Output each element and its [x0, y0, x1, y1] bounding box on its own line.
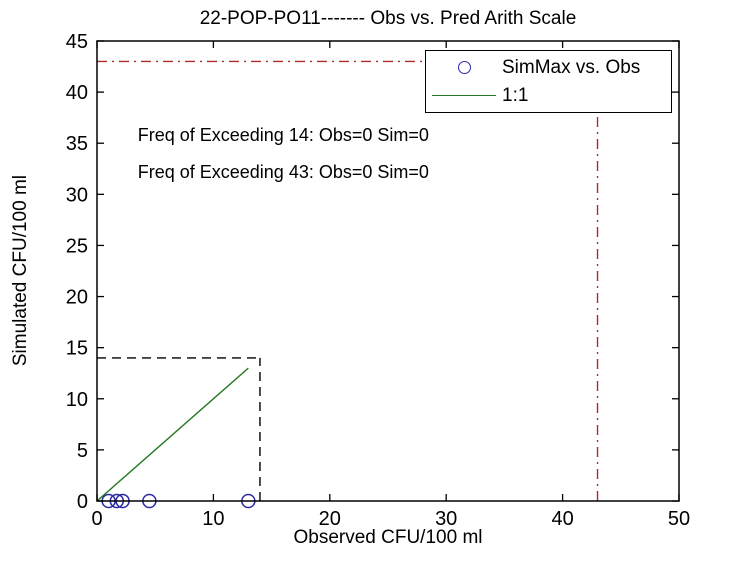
- legend: SimMax vs. Obs 1:1: [425, 50, 672, 113]
- legend-circle-marker-icon: [457, 61, 471, 74]
- x-tick-label: 10: [202, 508, 224, 530]
- y-tick-label: 25: [66, 235, 88, 257]
- one-to-one-line: [96, 367, 249, 502]
- y-tick-label: 15: [66, 338, 88, 360]
- y-tick-label: 10: [66, 389, 88, 411]
- y-axis-label: Simulated CFU/100 ml: [10, 175, 31, 367]
- annotation-freq-14: Freq of Exceeding 14: Obs=0 Sim=0: [138, 125, 429, 145]
- legend-item-label: SimMax vs. Obs: [502, 56, 641, 78]
- y-tick-label: 35: [66, 133, 88, 155]
- legend-marker-cell: [426, 61, 502, 74]
- legend-line-marker-icon: [432, 95, 496, 96]
- legend-item-simmax-vs-obs: SimMax vs. Obs: [426, 54, 671, 82]
- y-axis-label-column: Simulated CFU/100 ml: [8, 41, 34, 501]
- x-tick-label: 50: [668, 508, 690, 530]
- legend-marker-cell: [426, 95, 502, 96]
- legend-item-one-to-one: 1:1: [426, 82, 671, 110]
- x-tick-label: 20: [319, 508, 341, 530]
- annotation-freq-43: Freq of Exceeding 43: Obs=0 Sim=0: [138, 162, 429, 182]
- x-axis-label: Observed CFU/100 ml: [293, 527, 483, 548]
- y-tick-label: 5: [77, 440, 88, 462]
- plot-title: 22-POP-PO11------- Obs vs. Pred Arith Sc…: [199, 8, 577, 29]
- y-tick-label: 40: [66, 82, 88, 104]
- y-tick-label: 20: [66, 287, 88, 309]
- y-tick-label: 30: [66, 184, 88, 206]
- y-tick-label: 45: [66, 31, 88, 53]
- legend-item-label: 1:1: [502, 84, 529, 106]
- x-tick-label: 30: [435, 508, 457, 530]
- x-tick-label: 40: [551, 508, 573, 530]
- y-tick-label: 0: [77, 491, 88, 513]
- plot-frame: [96, 40, 680, 502]
- x-tick-label: 0: [91, 508, 102, 530]
